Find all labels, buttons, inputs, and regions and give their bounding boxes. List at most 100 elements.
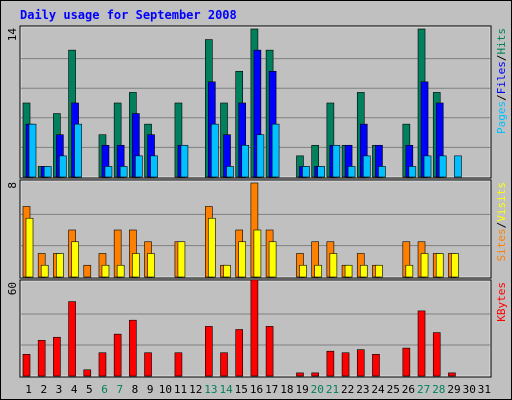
x-tick-label: 11 [174,383,187,396]
bar-sites-day-23 [359,264,368,278]
x-tick-label: 18 [280,383,293,396]
x-tick-label: 1 [25,383,32,396]
bar-kbytes-day-20 [311,372,319,377]
bar-sites-day-29 [451,253,459,278]
bar-sites-day-28 [435,253,444,278]
x-axis: 1 2 3 4 5 6 7 8 9 10 11 12 13 14 15 16 17 18 19 20 21 22 23 24 2… [25,383,491,396]
x-tick-label: 6 [101,383,108,396]
x-tick-label: 2 [40,383,47,396]
bar-kbytes-day-21 [326,350,335,377]
x-tick-label: 10 [159,383,172,396]
bar-kbytes-day-8 [129,319,137,377]
x-tick-label: 22 [341,383,354,396]
bar-sites-day-1 [25,217,34,278]
bar-pages-day-15 [241,144,250,178]
x-tick-label: 8 [132,383,139,396]
bar-kbytes-day-22 [341,352,350,377]
bar-kbytes-day-16 [250,279,259,377]
bar-kbytes-day-3 [53,336,61,377]
panel-kbytes-max-label: 60 [6,282,19,295]
bar-sites-day-16 [253,229,262,278]
bar-sites-day-9 [147,253,155,278]
bar-sites-day-4 [71,241,79,278]
bar-kbytes-day-14 [220,352,228,377]
bar-pages-day-16 [256,134,265,178]
bar-kbytes-day-13 [205,326,213,377]
bar-kbytes-day-9 [144,352,152,377]
bar-pages-day-6 [104,166,113,178]
bar-kbytes-day-27 [417,310,426,377]
bar-pages-day-2 [43,166,52,178]
legend-part: Sites [495,228,508,261]
bar-kbytes-day-23 [356,349,365,377]
legend-part: / [495,94,508,101]
bar-pages-day-14 [226,166,234,178]
bar-sites-day-19 [299,264,307,278]
bar-visits-day-5 [83,264,92,278]
bar-pages-day-22 [347,166,356,178]
bar-pages-day-20 [317,166,325,178]
x-tick-label: 9 [147,383,154,396]
bar-kbytes-day-1 [22,353,31,377]
bar-kbytes-day-5 [83,369,92,377]
bar-sites-day-7 [116,264,125,278]
x-tick-label: 16 [250,383,263,396]
bar-kbytes-day-6 [98,352,107,377]
bar-pages-day-11 [180,144,189,178]
bar-pages-day-24 [378,166,386,178]
bar-pages-day-21 [332,144,341,178]
bar-kbytes-day-26 [402,347,411,377]
bar-pages-day-3 [59,155,67,178]
x-tick-label: 13 [204,383,217,396]
bar-sites-day-8 [132,253,140,278]
panel-sites-legend: Sites/Visits [495,182,508,262]
bar-sites-day-20 [314,264,322,278]
x-tick-label: 24 [371,383,385,396]
bar-sites-day-26 [405,264,414,278]
x-tick-label: 12 [189,383,202,396]
x-tick-label: 27 [417,383,430,396]
bar-sites-day-17 [268,241,277,278]
legend-part: / [495,55,508,62]
bar-kbytes-day-24 [372,353,380,377]
bar-sites-day-15 [238,241,247,278]
x-tick-label: 26 [402,383,415,396]
bar-pages-day-27 [423,155,432,178]
legend-part: Visits [495,182,508,222]
legend-part: KBytes [495,282,508,322]
legend-part: Pages [495,101,508,134]
bar-sites-day-11 [177,241,186,278]
x-tick-label: 4 [71,383,78,396]
bar-kbytes-day-19 [296,372,304,377]
x-tick-label: 28 [432,383,445,396]
panel-hits-legend: Pages/Files/Hits [495,28,508,134]
bar-kbytes-day-4 [68,301,76,377]
x-tick-label: 30 [463,383,476,396]
chart-title: Daily usage for September 2008 [20,8,237,22]
legend-part: / [495,222,508,229]
bar-pages-day-4 [74,123,82,178]
x-tick-label: 21 [326,383,339,396]
bar-pages-day-17 [271,123,280,178]
x-tick-label: 25 [387,383,400,396]
bar-pages-day-28 [438,155,447,178]
x-tick-label: 31 [478,383,491,396]
panel-kbytes: 60 KBytes [6,279,508,378]
bar-sites-day-2 [40,264,49,278]
x-tick-label: 5 [86,383,93,396]
bar-kbytes-day-15 [235,329,244,377]
x-tick-label: 20 [311,383,324,396]
bar-pages-day-9 [150,155,158,178]
x-tick-label: 3 [56,383,63,396]
bar-sites-day-24 [375,264,383,278]
bar-kbytes-day-17 [265,326,274,377]
bar-pages-day-19 [302,166,310,178]
x-tick-label: 19 [295,383,308,396]
bar-pages-day-8 [135,155,143,178]
bar-sites-day-13 [208,217,216,278]
x-tick-label: 7 [116,383,123,396]
bar-sites-day-27 [420,253,429,278]
